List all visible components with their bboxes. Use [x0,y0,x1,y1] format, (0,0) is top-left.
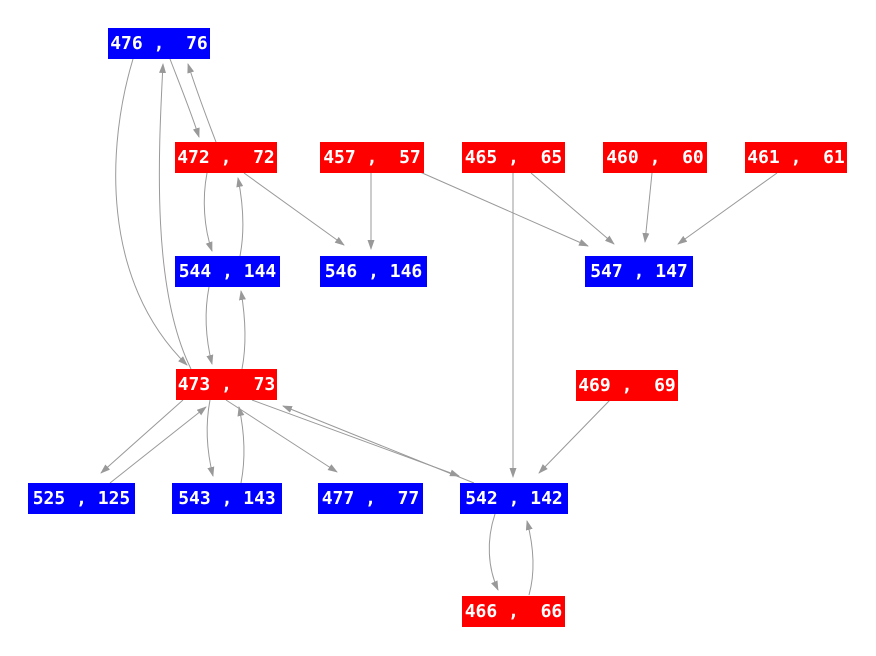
node-472-72[interactable]: 472 , 72 [175,142,277,173]
node-466-66[interactable]: 466 , 66 [462,596,565,627]
edge-465-65-to-547-147 [530,172,615,245]
node-525-125[interactable]: 525 , 125 [28,483,135,514]
node-546-146[interactable]: 546 , 146 [320,256,427,287]
edge-473-73-to-476-76 [158,63,192,370]
edge-473-73-to-525-125 [100,399,184,474]
node-460-60[interactable]: 460 , 60 [603,142,707,173]
edge-543-143-to-473-73 [237,406,245,484]
edge-469-69-to-542-142 [538,399,611,474]
edge-542-142-to-466-66 [488,513,499,591]
node-469-69[interactable]: 469 , 69 [576,370,678,401]
node-544-144[interactable]: 544 , 144 [175,256,280,287]
edge-544-144-to-473-73 [205,286,214,365]
node-476-76[interactable]: 476 , 76 [108,28,210,59]
node-461-61[interactable]: 461 , 61 [745,142,847,173]
edge-473-73-to-543-143 [206,399,215,477]
node-473-73[interactable]: 473 , 73 [176,369,277,400]
edge-476-76-to-473-73 [115,58,188,366]
edge-544-144-to-472-72 [236,177,244,257]
edge-457-57-to-547-147 [419,171,589,247]
edge-466-66-to-542-142 [525,520,534,596]
node-543-143[interactable]: 543 , 143 [172,483,282,514]
edge-461-61-to-547-147 [677,172,778,245]
node-465-65[interactable]: 465 , 65 [462,142,565,173]
edge-525-125-to-473-73 [109,406,207,484]
edge-472-72-to-476-76 [187,63,217,143]
edge-460-60-to-547-147 [642,172,653,243]
node-457-57[interactable]: 457 , 57 [320,142,424,173]
edge-472-72-to-544-144 [203,172,213,252]
node-542-142[interactable]: 542 , 142 [460,483,568,514]
node-547-147[interactable]: 547 , 147 [585,256,693,287]
edge-542-142-to-473-73 [282,405,475,484]
edge-473-73-to-544-144 [239,290,246,370]
edge-472-72-to-546-146 [243,172,345,246]
edge-473-73-to-477-77 [225,399,338,473]
node-477-77[interactable]: 477 , 77 [318,483,423,514]
edge-476-76-to-472-72 [169,58,200,138]
